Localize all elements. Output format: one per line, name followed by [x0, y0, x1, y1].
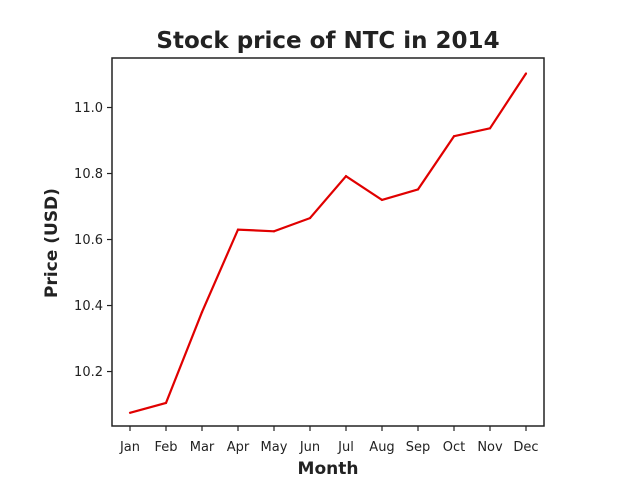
- data-point: [452, 135, 456, 138]
- y-tick-label: 10.4: [74, 299, 103, 314]
- data-point: [236, 228, 240, 231]
- y-tick-label: 11.0: [74, 101, 103, 116]
- data-point: [272, 230, 276, 233]
- x-tick-label: Apr: [227, 440, 250, 455]
- x-tick-label: Sep: [406, 440, 431, 455]
- data-point: [164, 401, 168, 404]
- x-tick-label: Feb: [154, 440, 177, 455]
- data-point: [416, 188, 420, 191]
- chart-title: Stock price of NTC in 2014: [156, 28, 499, 54]
- x-tick-label: Dec: [513, 440, 538, 455]
- y-axis: 10.2 10.4 10.6 10.8 11.0: [74, 101, 112, 380]
- x-tick-label: Nov: [477, 440, 503, 455]
- data-point: [524, 72, 528, 75]
- data-point: [128, 411, 132, 414]
- y-tick-label: 10.2: [74, 365, 103, 380]
- x-tick-label: Mar: [190, 440, 215, 455]
- x-tick-label: Oct: [443, 440, 465, 455]
- x-axis-label: Month: [298, 459, 359, 479]
- x-tick-label: Aug: [369, 440, 394, 455]
- data-point: [488, 127, 492, 130]
- x-axis: Jan Feb Mar Apr May Jun Jul Aug Sep Oct Nov Dec: [119, 426, 539, 455]
- x-tick-label: Jan: [119, 440, 140, 455]
- y-tick-label: 10.6: [74, 233, 103, 248]
- x-tick-label: May: [261, 440, 288, 455]
- data-point: [200, 311, 204, 314]
- y-tick-label: 10.8: [74, 167, 103, 182]
- series-layer: [128, 72, 528, 414]
- data-point: [308, 216, 312, 220]
- x-tick-label: Jul: [337, 440, 354, 455]
- y-axis-label: Price (USD): [42, 188, 62, 298]
- data-point: [344, 175, 348, 178]
- series-line: [129, 72, 527, 414]
- x-tick-label: Jun: [299, 440, 320, 455]
- plot-area-frame: [111, 57, 545, 427]
- data-point: [380, 198, 384, 202]
